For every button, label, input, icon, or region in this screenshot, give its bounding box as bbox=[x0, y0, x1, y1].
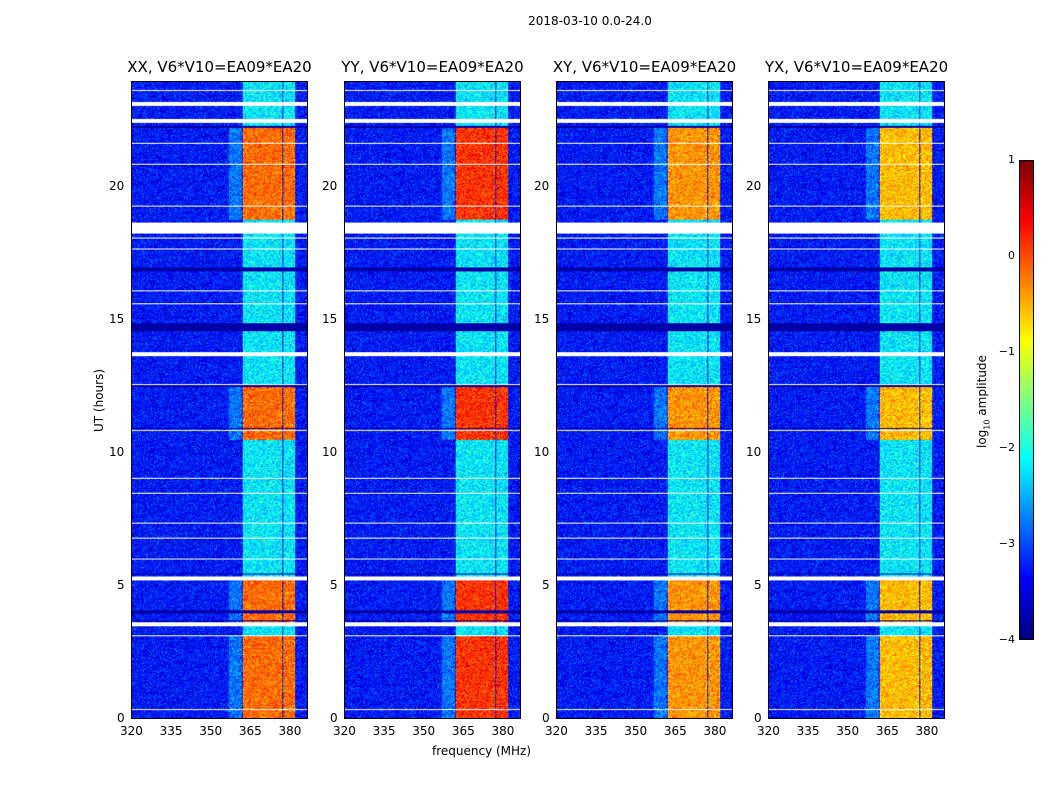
colorbar-tick-label: 0 bbox=[1008, 249, 1015, 262]
y-tick-label: 0 bbox=[330, 711, 338, 725]
x-tick-label: 380 bbox=[278, 724, 302, 738]
x-tick-label: 350 bbox=[199, 724, 223, 738]
y-axis-label: UT (hours) bbox=[92, 368, 106, 432]
y-tick-label: 15 bbox=[109, 312, 125, 327]
x-tick-label: 365 bbox=[875, 724, 899, 738]
y-tick-label: 20 bbox=[109, 179, 125, 194]
y-tick-label: 10 bbox=[109, 445, 125, 460]
x-tick-label: 335 bbox=[159, 724, 183, 738]
x-tick-label: 380 bbox=[491, 724, 515, 738]
panel-title: YX, V6*V10=EA09*EA20 bbox=[764, 58, 949, 76]
colorbar-tick-label: −2 bbox=[998, 441, 1015, 454]
x-tick-label: 335 bbox=[796, 724, 820, 738]
x-tick-label: 320 bbox=[545, 724, 568, 738]
spectrogram-panel bbox=[131, 81, 308, 719]
x-tick-label: 335 bbox=[372, 724, 396, 738]
y-tick-label: 0 bbox=[117, 711, 125, 725]
y-tick-label: 5 bbox=[117, 578, 125, 593]
y-tick-label: 5 bbox=[330, 578, 338, 593]
panel-title: XX, V6*V10=EA09*EA20 bbox=[127, 58, 312, 76]
x-tick-label: 350 bbox=[836, 724, 860, 738]
x-tick-label: 380 bbox=[703, 724, 727, 738]
panel-title: YY, V6*V10=EA09*EA20 bbox=[341, 58, 524, 76]
x-tick-label: 350 bbox=[412, 724, 436, 738]
x-tick-label: 365 bbox=[663, 724, 687, 738]
x-tick-label: 320 bbox=[757, 724, 780, 738]
colorbar-tick-label: 1 bbox=[1008, 153, 1015, 166]
colorbar-tick-label: −3 bbox=[998, 537, 1015, 550]
heatmap-image bbox=[345, 82, 520, 718]
y-tick-label: 10 bbox=[746, 445, 762, 460]
colorbar-tick-label: −4 bbox=[998, 633, 1015, 646]
y-tick-label: 15 bbox=[534, 312, 550, 327]
heatmap-image bbox=[557, 82, 732, 718]
x-tick-label: 350 bbox=[624, 724, 648, 738]
y-tick-label: 20 bbox=[322, 179, 338, 194]
x-tick-label: 335 bbox=[584, 724, 608, 738]
x-tick-label: 380 bbox=[915, 724, 939, 738]
x-tick-label: 365 bbox=[238, 724, 262, 738]
colorbar-label: log10 amplitude bbox=[975, 355, 992, 448]
heatmap-image bbox=[769, 82, 944, 718]
spectrogram-panel bbox=[344, 81, 521, 719]
y-tick-label: 0 bbox=[754, 711, 762, 725]
colorbar bbox=[1019, 160, 1034, 640]
y-tick-label: 10 bbox=[322, 445, 338, 460]
x-tick-label: 320 bbox=[120, 724, 143, 738]
y-tick-label: 20 bbox=[534, 179, 550, 194]
spectrogram-panel bbox=[556, 81, 733, 719]
y-tick-label: 5 bbox=[542, 578, 550, 593]
spectrogram-panel bbox=[768, 81, 945, 719]
colorbar-gradient bbox=[1020, 161, 1033, 639]
colorbar-tick-label: −1 bbox=[998, 345, 1015, 358]
x-tick-label: 365 bbox=[451, 724, 475, 738]
y-tick-label: 15 bbox=[746, 312, 762, 327]
x-axis-label: frequency (MHz) bbox=[432, 744, 532, 758]
panel-title: XY, V6*V10=EA09*EA20 bbox=[552, 58, 737, 76]
y-tick-label: 5 bbox=[754, 578, 762, 593]
figure-title: 2018-03-10 0.0-24.0 bbox=[528, 14, 652, 28]
y-tick-label: 15 bbox=[322, 312, 338, 327]
heatmap-image bbox=[132, 82, 307, 718]
x-tick-label: 320 bbox=[333, 724, 356, 738]
y-tick-label: 0 bbox=[542, 711, 550, 725]
y-tick-label: 10 bbox=[534, 445, 550, 460]
y-tick-label: 20 bbox=[746, 179, 762, 194]
